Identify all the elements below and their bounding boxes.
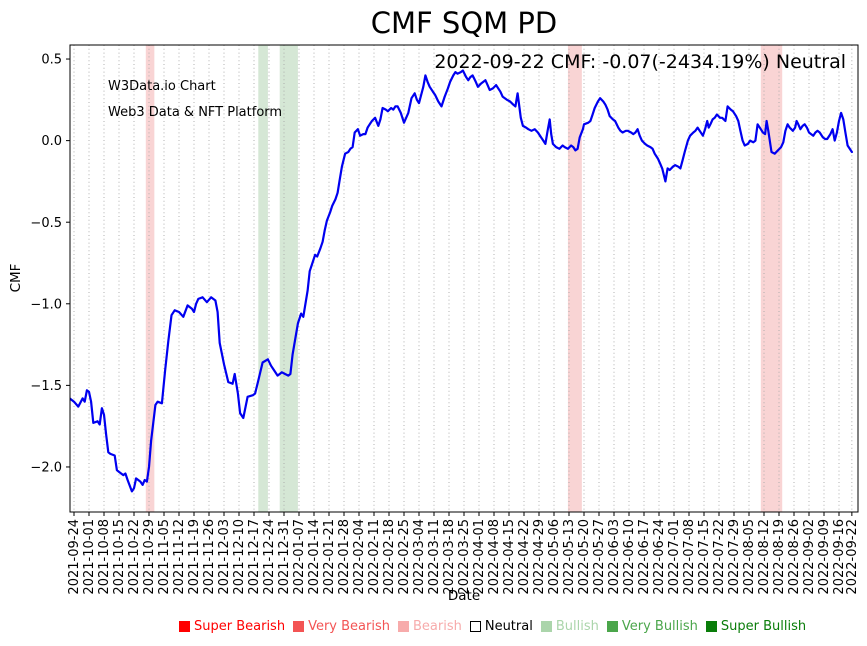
x-tick-label: 2022-07-22	[712, 519, 727, 595]
sentiment-band-bearish	[567, 45, 582, 512]
x-tick-label: 2021-12-31	[277, 519, 292, 595]
x-tick-label: 2022-09-09	[817, 519, 832, 595]
x-tick-label: 2022-04-22	[517, 519, 532, 595]
x-tick-label: 2021-10-22	[127, 519, 142, 595]
sentiment-band-bullish	[258, 45, 268, 512]
x-tick-label: 2022-08-12	[757, 519, 772, 595]
x-tick-label: 2021-11-05	[157, 519, 172, 595]
x-tick-label: 2021-11-26	[202, 519, 217, 595]
legend-swatch-icon	[705, 621, 717, 632]
x-tick-label: 2022-09-02	[802, 519, 817, 595]
legend-item-super-bullish: Super Bullish	[705, 619, 807, 634]
x-tick-label: 2022-04-08	[487, 519, 502, 595]
x-tick-label: 2022-09-16	[832, 519, 847, 595]
x-tick-label: 2022-06-03	[607, 519, 622, 595]
legend-item-label: Very Bullish	[621, 619, 698, 634]
x-tick-label: 2022-03-11	[427, 519, 442, 595]
legend-swatch-icon	[179, 621, 190, 632]
legend-item-label: Bullish	[555, 619, 599, 634]
x-tick-label: 2022-07-08	[682, 519, 697, 595]
x-tick-label: 2021-12-24	[262, 519, 277, 595]
x-tick-label: 2022-05-27	[592, 519, 607, 595]
x-tick-label: 2022-05-20	[577, 519, 592, 595]
x-tick-label: 2022-07-29	[727, 519, 742, 595]
legend-swatch-icon	[606, 621, 618, 632]
x-tick-label: 2022-06-24	[652, 519, 667, 595]
x-tick-label: 2022-07-01	[667, 519, 682, 595]
y-tick-label: −2.0	[30, 461, 62, 476]
legend-item-neutral: Neutral	[469, 619, 533, 634]
latest-value-annotation: 2022-09-22 CMF: -0.07(-2434.19%) Neutral	[434, 51, 846, 73]
x-tick-label: 2022-08-05	[742, 519, 757, 595]
legend-item-label: Super Bullish	[720, 619, 807, 634]
legend-item-super-bearish: Super Bearish	[179, 619, 285, 634]
y-tick-label: −1.5	[30, 379, 62, 394]
x-tick-label: 2022-05-06	[547, 519, 562, 595]
legend-item-label: Bearish	[412, 619, 462, 634]
x-tick-label: 2021-10-08	[97, 519, 112, 595]
x-tick-label: 2021-11-19	[187, 519, 202, 595]
watermark-line1: W3Data.io Chart	[108, 79, 216, 94]
legend-swatch-icon	[293, 621, 305, 632]
watermark: W3Data.io Chart Web3 Data & NFT Platform	[108, 79, 282, 120]
x-tick-label: 2021-11-12	[172, 519, 187, 595]
legend-item-bullish: Bullish	[540, 619, 599, 634]
sentiment-band-bearish	[760, 45, 783, 512]
x-tick-label: 2022-04-29	[532, 519, 547, 595]
y-tick-label: −1.0	[30, 297, 62, 312]
x-tick-label: 2022-02-11	[367, 519, 382, 595]
y-axis-ticks: 0.5 0.0 −0.5 −1.0 −1.5 −2.0	[30, 53, 70, 476]
cmf-series-line	[70, 69, 854, 493]
legend-swatch-icon	[540, 621, 552, 632]
x-tick-label: 2022-01-14	[307, 519, 322, 595]
x-tick-label: 2022-04-01	[472, 519, 487, 595]
x-tick-label: 2021-12-17	[247, 519, 262, 595]
x-tick-label: 2022-03-25	[457, 519, 472, 595]
y-tick-label: 0.0	[41, 134, 62, 149]
y-tick-label: 0.5	[41, 53, 62, 68]
x-tick-label: 2022-08-26	[787, 519, 802, 595]
x-axis-ticks: 2021-09-24 2021-10-01 2021-10-08 2021-10-15…	[67, 512, 860, 595]
x-tick-label: 2022-06-10	[622, 519, 637, 595]
x-tick-label: 2021-10-01	[82, 519, 97, 595]
legend-item-very-bullish: Very Bullish	[606, 619, 698, 634]
x-tick-label: 2022-04-15	[502, 519, 517, 595]
x-tick-label: 2022-09-22	[845, 519, 860, 595]
x-tick-label: 2022-08-19	[772, 519, 787, 595]
x-tick-label: 2022-07-15	[697, 519, 712, 595]
y-axis-label: CMF	[8, 263, 24, 293]
sentiment-band-bearish	[145, 45, 155, 512]
sentiment-band-bullish	[279, 45, 298, 512]
x-tick-label: 2022-01-21	[322, 519, 337, 595]
legend-item-bearish: Bearish	[397, 619, 462, 634]
x-tick-label: 2022-02-04	[352, 519, 367, 595]
x-tick-label: 2022-03-18	[442, 519, 457, 595]
watermark-line2: Web3 Data & NFT Platform	[108, 105, 282, 120]
legend-item-very-bearish: Very Bearish	[293, 619, 390, 634]
legend-item-label: Neutral	[484, 619, 533, 634]
y-tick-label: −0.5	[30, 216, 62, 231]
x-tick-label: 2022-02-18	[382, 519, 397, 595]
legend-swatch-icon	[469, 621, 481, 632]
x-tick-label: 2021-10-29	[142, 519, 157, 595]
x-tick-label: 2021-12-10	[232, 519, 247, 595]
x-tick-label: 2022-06-17	[637, 519, 652, 595]
legend-item-label: Super Bearish	[194, 619, 286, 634]
sentiment-bands	[145, 45, 783, 512]
legend-item-label: Very Bearish	[308, 619, 390, 634]
x-tick-label: 2022-02-25	[397, 519, 412, 595]
x-tick-label: 2022-03-04	[412, 519, 427, 595]
x-tick-label: 2021-12-03	[217, 519, 232, 595]
legend-swatch-icon	[397, 621, 409, 632]
x-tick-label: 2022-05-13	[562, 519, 577, 595]
sentiment-legend: Super Bearish Very Bearish Bearish Neutral B…	[179, 619, 806, 634]
x-axis-label: Date	[447, 588, 481, 604]
x-tick-label: 2022-01-28	[337, 519, 352, 595]
page-title: CMF SQM PD	[370, 6, 558, 40]
x-tick-label: 2021-10-15	[112, 519, 127, 595]
x-tick-label: 2022-01-07	[292, 519, 307, 595]
x-tick-label: 2021-09-24	[67, 519, 82, 595]
